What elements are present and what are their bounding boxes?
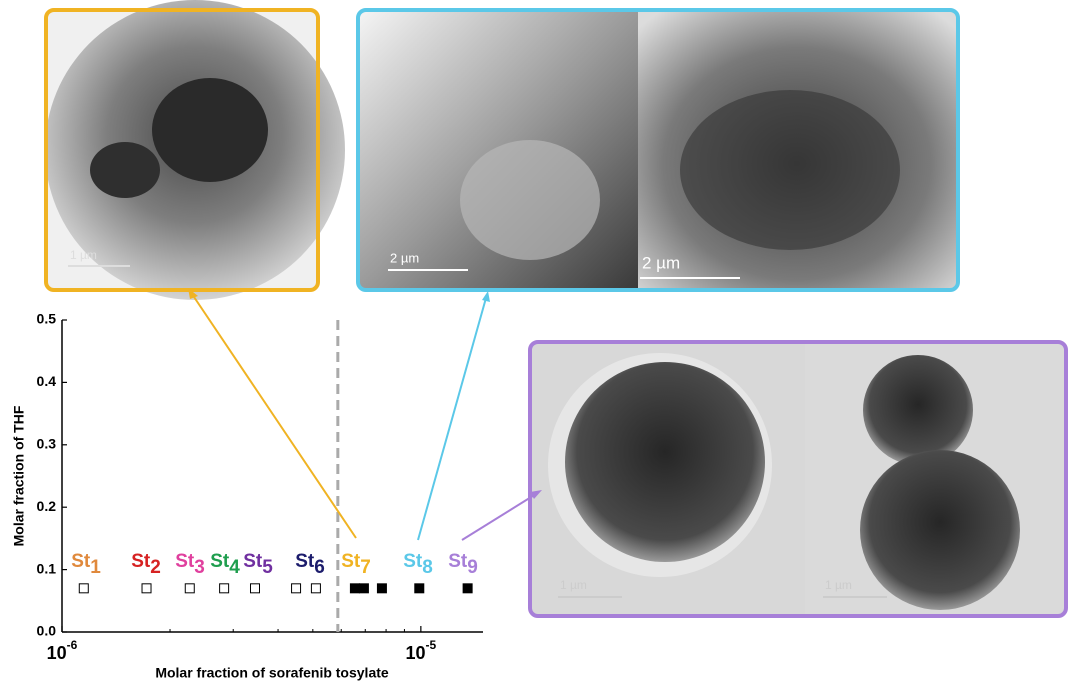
label-subscript: 7 [360, 557, 371, 578]
tick-base: 10 [47, 643, 67, 663]
particle [90, 142, 160, 198]
sample-label: St7 [341, 551, 371, 578]
panel-frame [44, 8, 320, 292]
label-subscript: 5 [262, 557, 273, 578]
x-tick-label: 10-5 [406, 638, 437, 663]
label-base: St [131, 551, 151, 572]
sample-label: St6 [295, 551, 325, 578]
point [414, 583, 425, 594]
tick-exponent: -5 [426, 638, 437, 652]
label-subscript: 8 [422, 557, 433, 578]
label-base: St [403, 551, 423, 572]
sample-label: St5 [243, 551, 273, 578]
arrow [191, 293, 357, 539]
scale-bar-label: 1 µm [825, 578, 852, 592]
label-base: St [210, 551, 230, 572]
tick-base: 10 [406, 643, 426, 663]
label-subscript: 4 [229, 557, 240, 578]
arrow [417, 297, 487, 541]
point [462, 583, 473, 594]
point [78, 583, 89, 594]
label-base: St [175, 551, 195, 572]
arrowhead [188, 288, 198, 299]
point [249, 583, 260, 594]
point [291, 583, 302, 594]
particle [860, 450, 1020, 610]
y-tick-label: 0.2 [37, 498, 57, 514]
micrographs [45, 0, 1064, 614]
chart: Molar fraction of THF Molar fraction of … [11, 311, 483, 681]
particle [565, 362, 765, 562]
y-tick-label: 0.0 [37, 623, 57, 639]
label-base: St [341, 551, 361, 572]
label-base: St [295, 551, 315, 572]
particle [680, 90, 900, 250]
point [310, 583, 321, 594]
sample-label: St9 [448, 551, 478, 578]
tick-exponent: -6 [67, 638, 78, 652]
arrowhead [530, 490, 542, 499]
panel-frames: 1 µm 2 µm 2 µm 1 µm 1 µm [44, 8, 1068, 618]
scale-bar-label: 1 µm [70, 248, 97, 262]
arrows [188, 288, 542, 541]
sample-label: St1 [71, 551, 101, 578]
scale-bar-label: 1 µm [560, 578, 587, 592]
point [219, 583, 230, 594]
arrowhead [482, 291, 490, 302]
scale-bar-label: 2 µm [390, 250, 419, 265]
sample-label: St4 [210, 551, 240, 578]
y-tick-label: 0.3 [37, 436, 57, 452]
particle [863, 355, 973, 465]
sample-label: St3 [175, 551, 205, 578]
scale-bar-label: 2 µm [642, 253, 680, 272]
y-tick-label: 0.1 [37, 560, 57, 576]
label-subscript: 1 [90, 557, 101, 578]
point [141, 583, 152, 594]
y-axis-label: Molar fraction of THF [11, 405, 27, 546]
label-base: St [71, 551, 91, 572]
point [184, 583, 195, 594]
point [349, 583, 360, 594]
label-subscript: 3 [194, 557, 205, 578]
x-axis-label: Molar fraction of sorafenib tosylate [155, 665, 389, 681]
particle [152, 78, 268, 182]
particle [460, 140, 600, 260]
y-tick-label: 0.5 [37, 311, 57, 327]
point [376, 583, 387, 594]
arrow [461, 493, 537, 541]
sample-label: St8 [403, 551, 433, 578]
point [358, 583, 369, 594]
label-subscript: 2 [150, 557, 161, 578]
y-tick-label: 0.4 [37, 373, 57, 389]
panel-frame [356, 8, 960, 292]
label-subscript: 9 [467, 557, 478, 578]
label-base: St [448, 551, 468, 572]
panel-frame [528, 340, 1068, 618]
x-tick-label: 10-6 [47, 638, 78, 663]
label-subscript: 6 [314, 557, 325, 578]
sample-label: St2 [131, 551, 161, 578]
label-base: St [243, 551, 263, 572]
